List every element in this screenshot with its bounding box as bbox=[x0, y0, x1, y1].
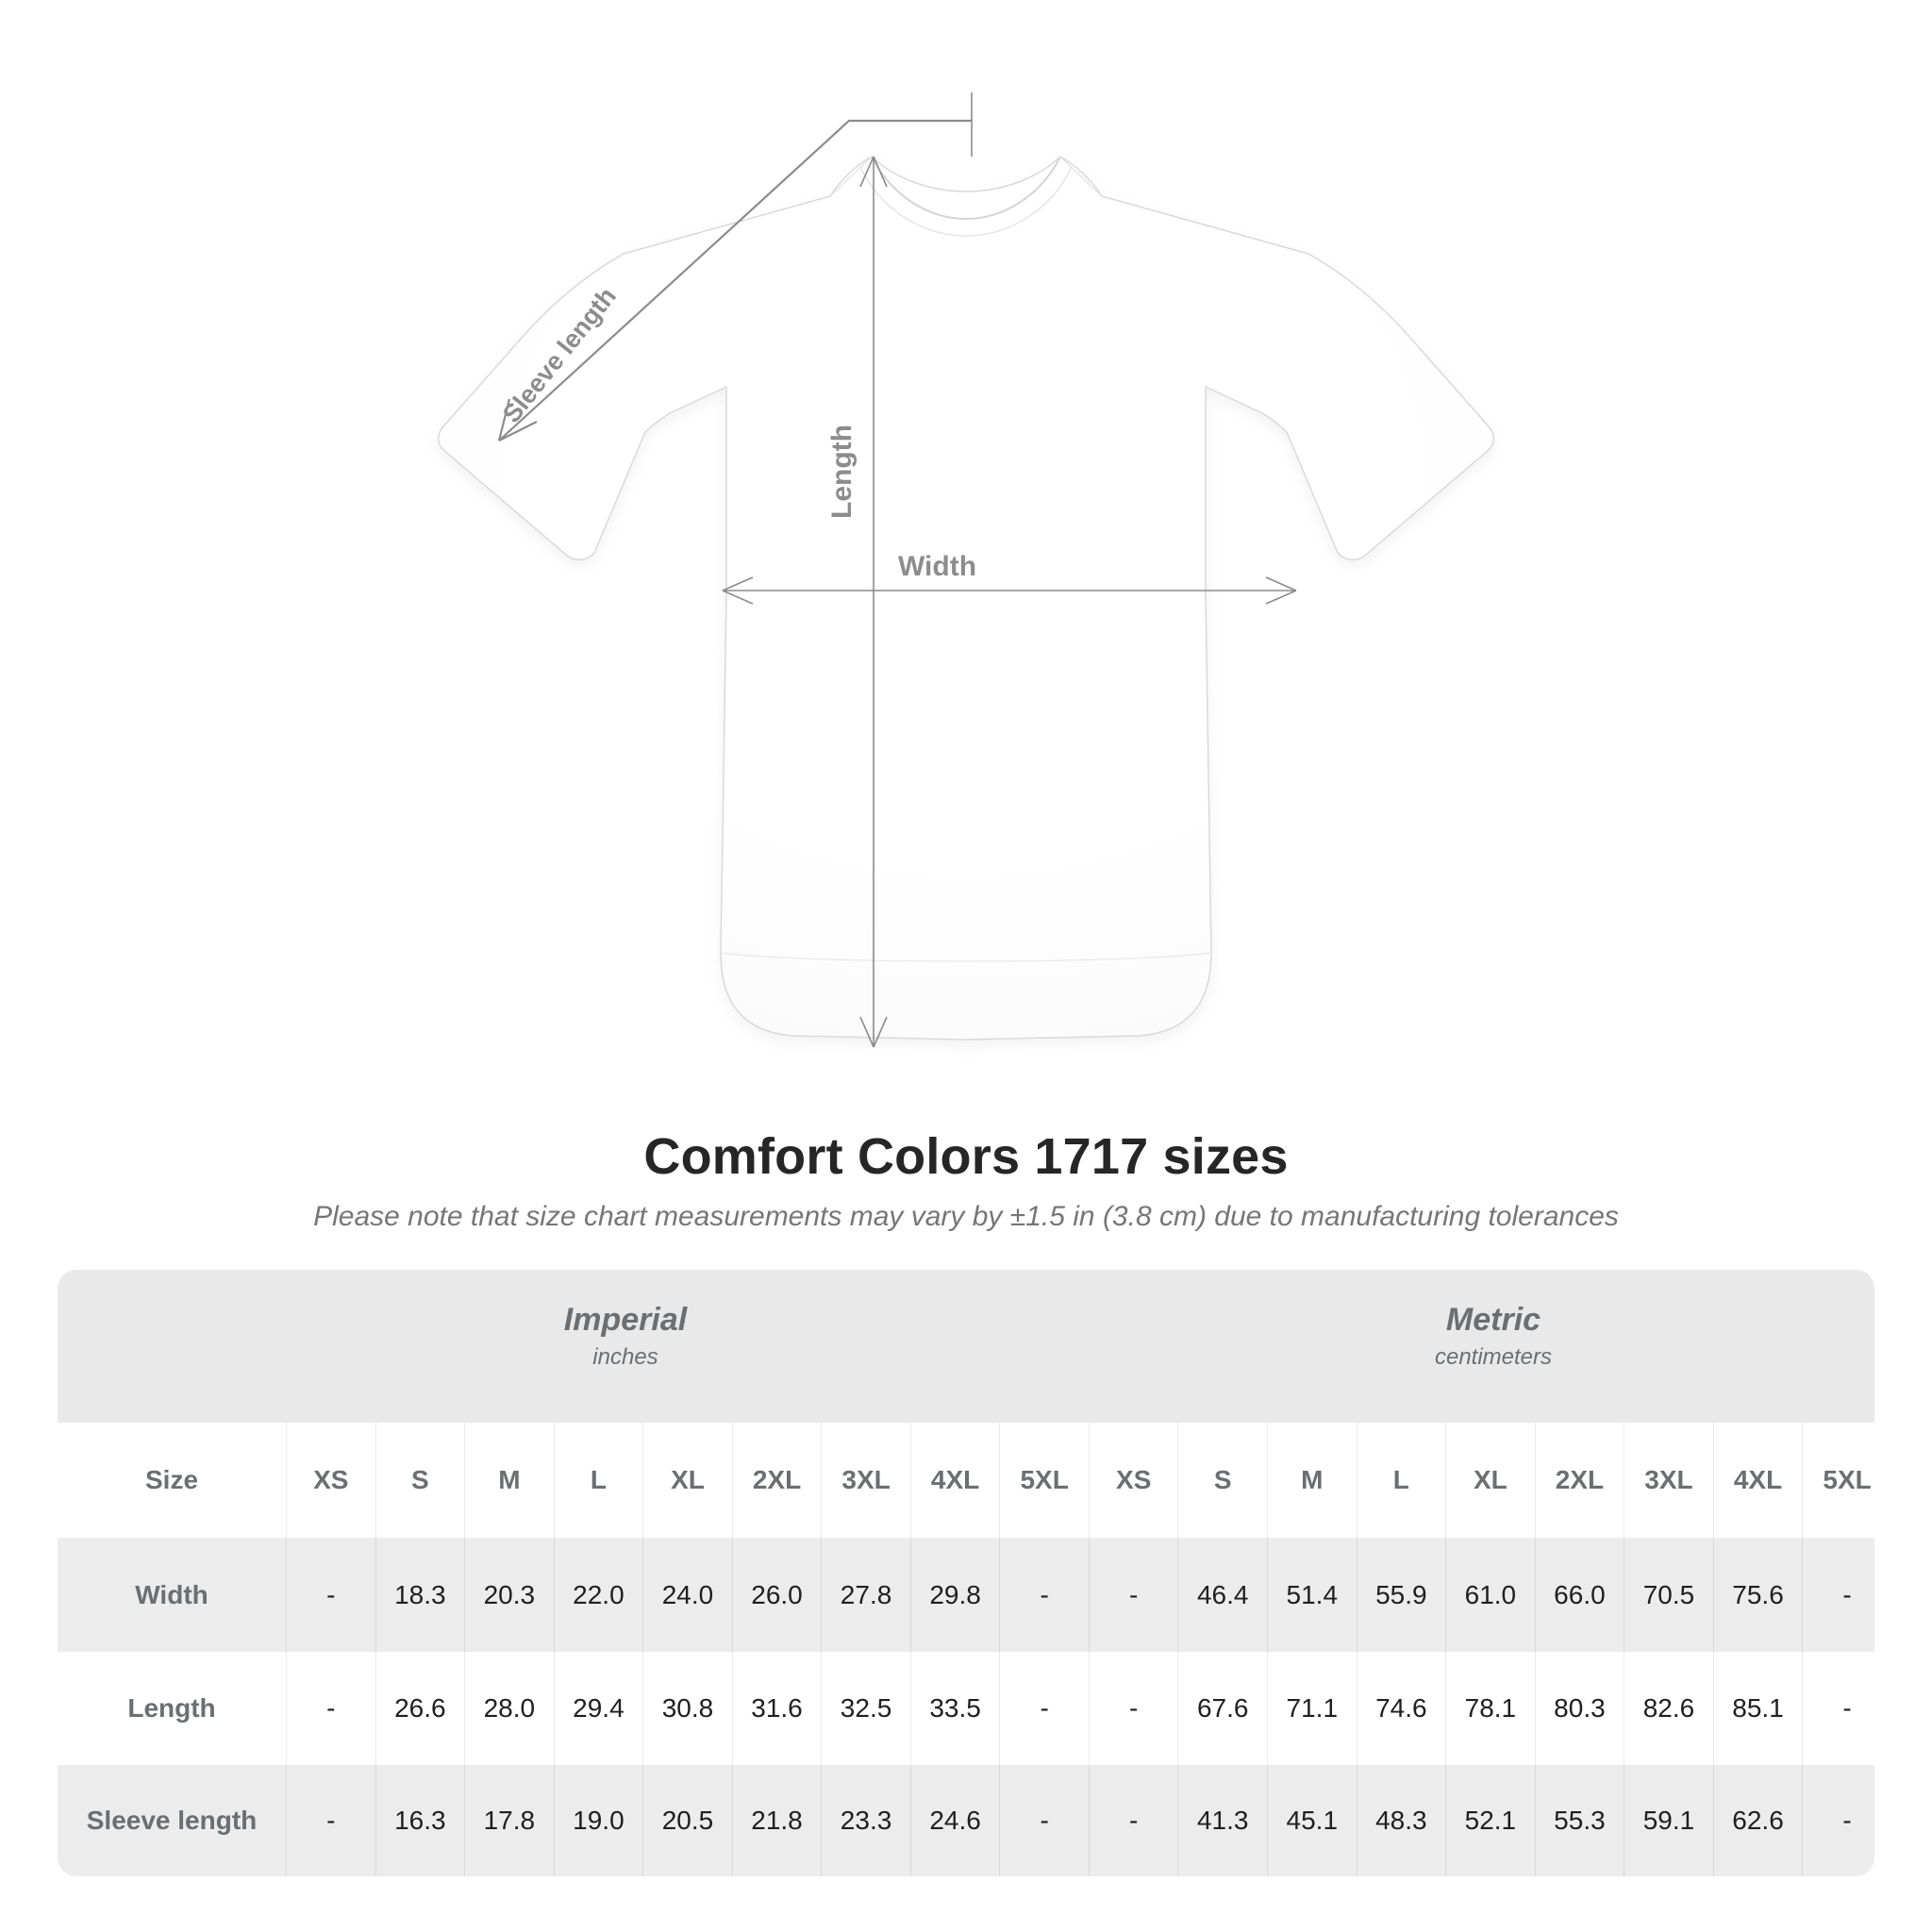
svg-text:Length: Length bbox=[826, 425, 858, 519]
svg-text:Width: Width bbox=[898, 551, 976, 582]
